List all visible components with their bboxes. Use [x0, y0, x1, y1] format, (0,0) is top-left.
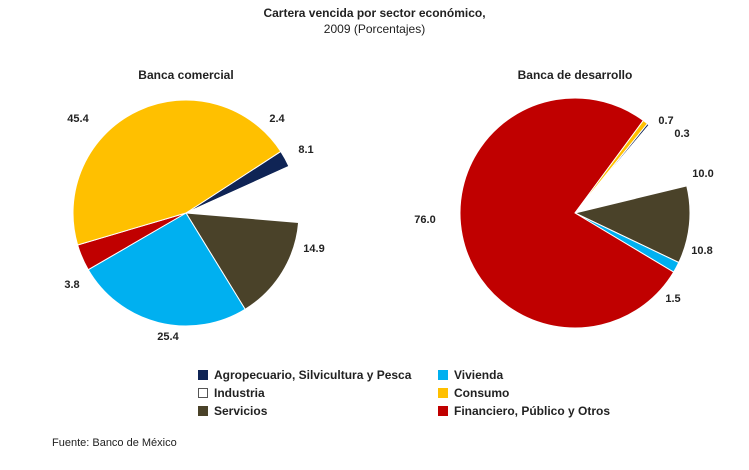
- data-label-industria: 10.0: [692, 168, 713, 180]
- legend-item-vivienda: Vivienda: [438, 368, 503, 382]
- legend-label: Industria: [214, 386, 265, 400]
- pie-title: Banca comercial: [138, 68, 233, 82]
- legend-item-agropecuario: Agropecuario, Silvicultura y Pesca: [198, 368, 411, 382]
- legend-swatch: [198, 370, 208, 380]
- data-label-agropecuario-silvicultura-y-pesca: 0.3: [674, 128, 689, 140]
- legend-item-servicios: Servicios: [198, 404, 267, 418]
- pie-slice-vivienda: [87, 212, 246, 327]
- legend-swatch: [198, 388, 208, 398]
- pie-slice-servicios: [185, 212, 300, 310]
- source-note: Fuente: Banco de México: [52, 437, 177, 449]
- legend-item-financiero: Financiero, Público y Otros: [438, 404, 610, 418]
- pie-slice-consumo: [72, 99, 282, 246]
- legend-swatch: [438, 370, 448, 380]
- legend-label: Consumo: [454, 386, 510, 400]
- chart-title: Cartera vencida por sector económico,: [263, 6, 486, 20]
- pie-charts: Banca comercial2.48.114.925.43.845.4Banc…: [64, 68, 714, 343]
- legend-label: Vivienda: [454, 368, 504, 382]
- legend-item-industria: Industria: [198, 386, 265, 400]
- pie-slice-industria: [573, 124, 688, 214]
- pie-chart-1: Banca comercial 2.4 8.1 14.9 25.4 3.8 45.4: [64, 68, 324, 343]
- legend-item-consumo: Consumo: [438, 386, 509, 400]
- data-label-servicios: 14.9: [303, 243, 324, 255]
- pie-slice-consumo: [574, 119, 649, 214]
- legend-swatch: [438, 406, 448, 416]
- legend-label: Agropecuario, Silvicultura y Pesca: [214, 368, 412, 382]
- pie-slice-financiero-publico-y-otros: [459, 97, 675, 329]
- legend-label: Servicios: [214, 404, 268, 418]
- data-label-vivienda: 25.4: [157, 331, 179, 343]
- legend-swatch: [198, 406, 208, 416]
- data-label-vivienda: 1.5: [665, 293, 680, 305]
- data-label-agropecuario-silvicultura-y-pesca: 2.4: [269, 113, 285, 125]
- pie-chart-2: Banca de desarrollo 0.3 10.0 10.8 1.5 76.0 0.7: [414, 68, 714, 329]
- data-label-consumo: 45.4: [67, 113, 89, 125]
- data-label-servicios: 10.8: [691, 245, 712, 257]
- data-label-consumo: 0.7: [658, 115, 673, 127]
- pie-slice-servicios: [573, 185, 691, 264]
- data-label-financiero-publico-y-otros: 3.8: [64, 279, 79, 291]
- data-label-financiero-publico-y-otros: 76.0: [414, 214, 435, 226]
- pie-title: Banca de desarrollo: [518, 68, 633, 82]
- legend-swatch: [438, 388, 448, 398]
- chart-subtitle: 2009 (Porcentajes): [323, 22, 426, 36]
- legend-label: Financiero, Público y Otros: [454, 404, 611, 418]
- data-label-industria: 8.1: [298, 144, 313, 156]
